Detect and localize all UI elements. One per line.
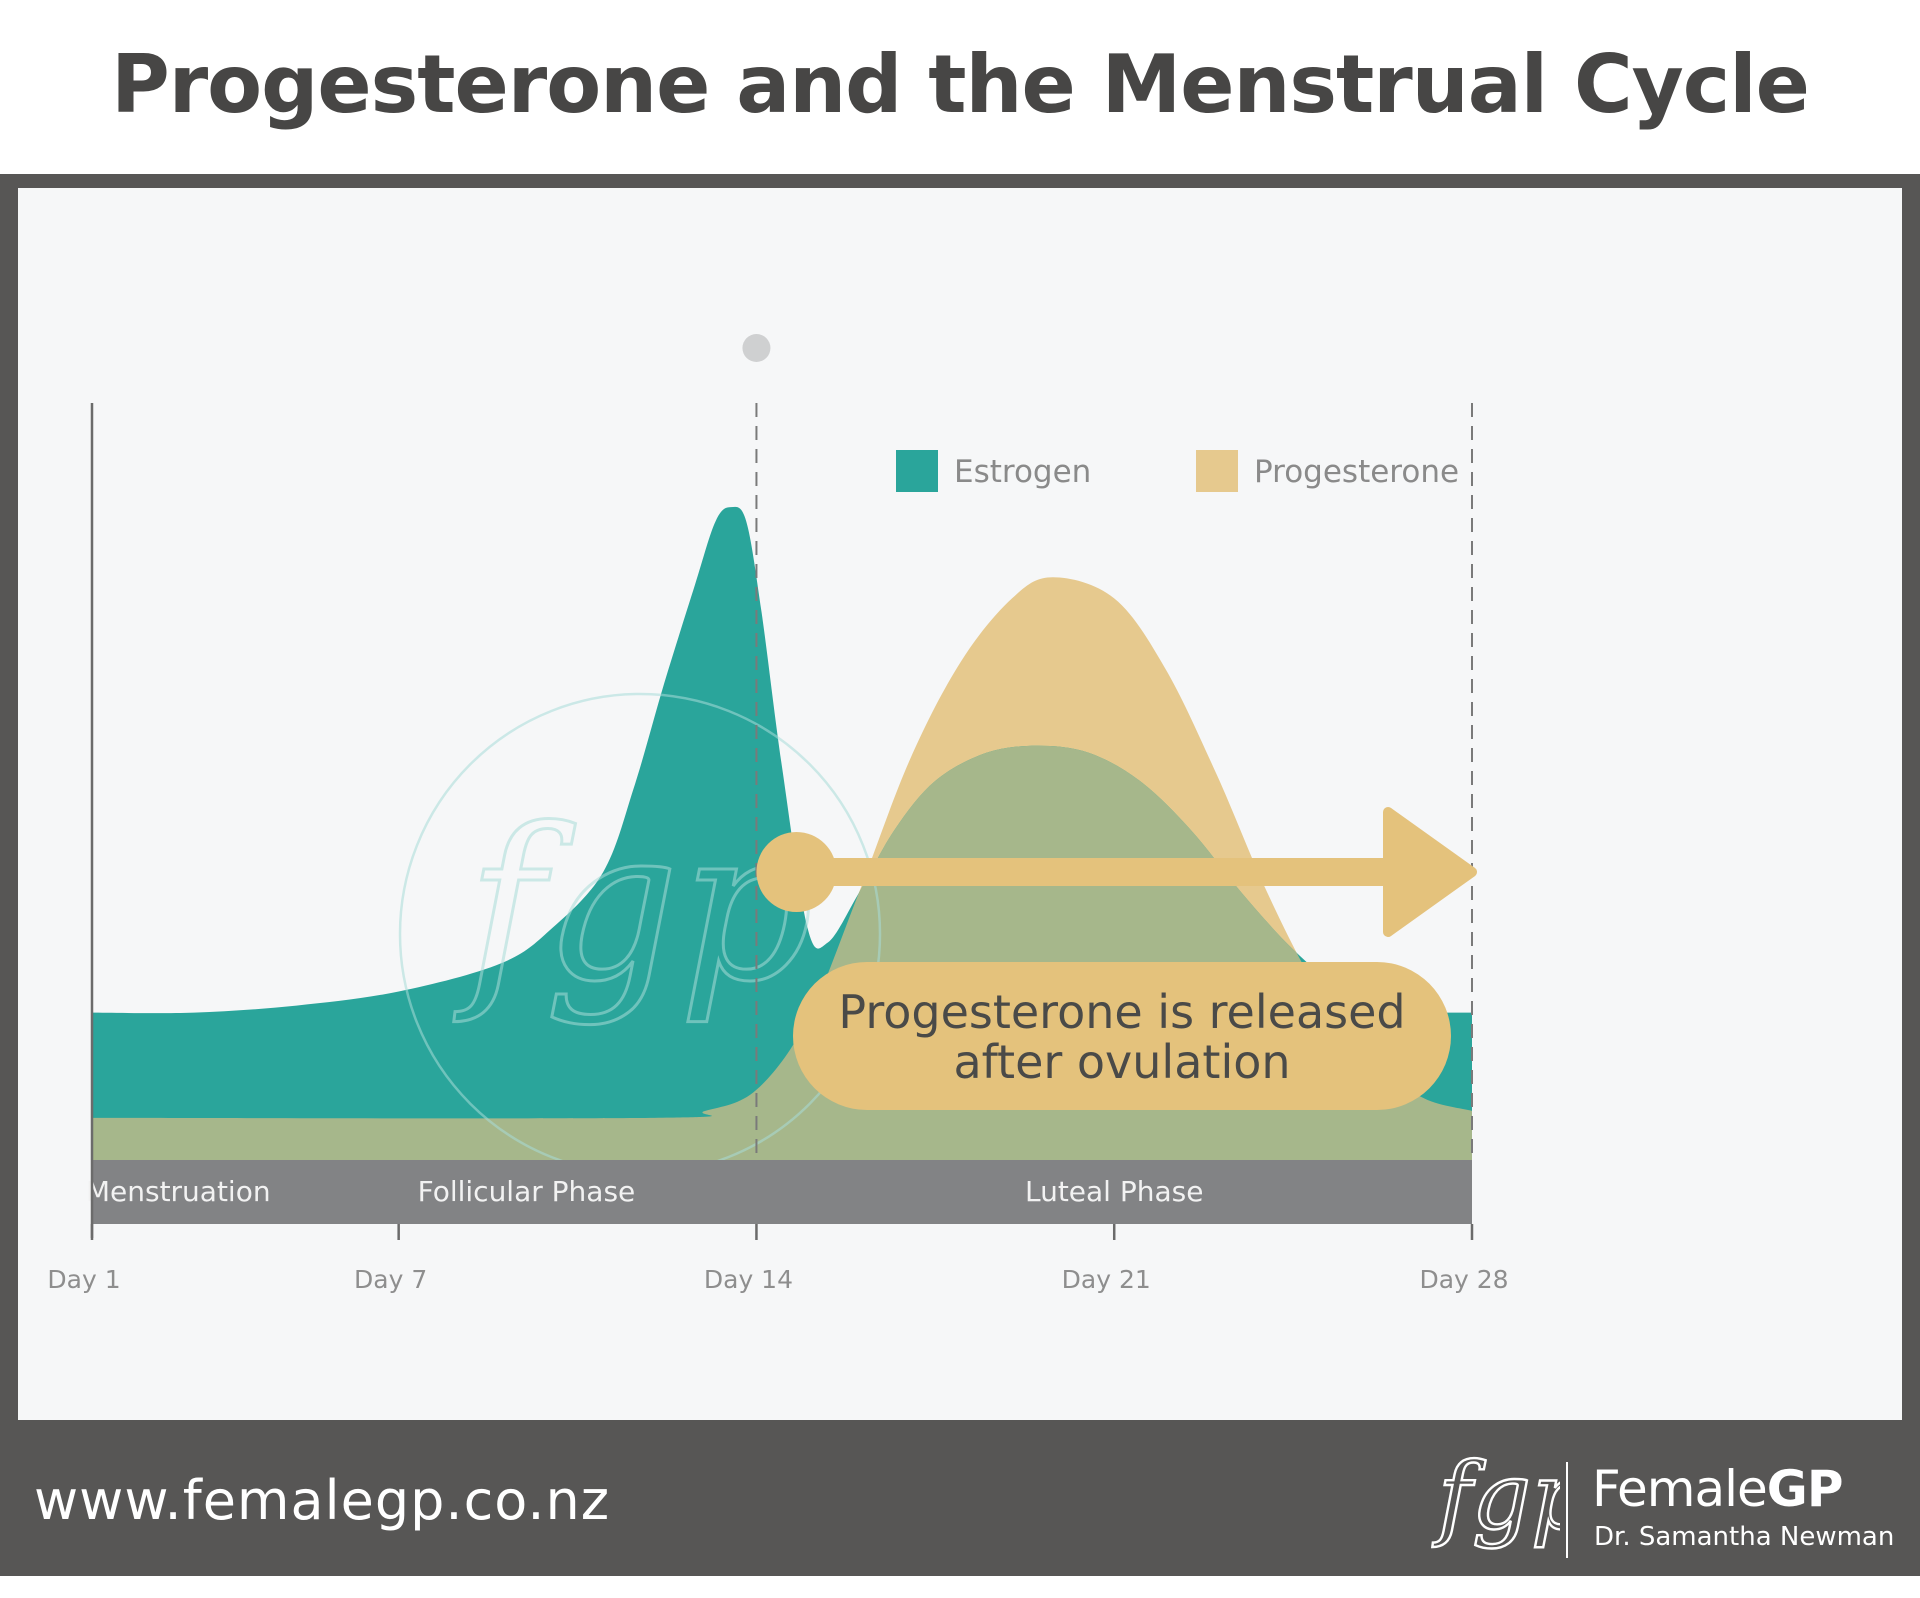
phase-label: Menstruation <box>86 1175 271 1208</box>
footer-url[interactable]: www.femalegp.co.nz <box>34 1469 611 1532</box>
annotation-text-line: after ovulation <box>953 1035 1290 1089</box>
menstrual-cycle-chart: fgp Menstruation Follicular Phase Luteal Ph… <box>47 334 1509 1294</box>
x-tick-label: Day 28 <box>1419 1265 1508 1294</box>
page-title: Progesterone and the Menstrual Cycle <box>111 38 1810 131</box>
x-tick-label: Day 14 <box>704 1265 793 1294</box>
watermark-text: fgp <box>454 783 814 1028</box>
brand-subtitle: Dr. Samantha Newman <box>1594 1522 1895 1552</box>
ovulation-marker-dot <box>742 334 771 362</box>
legend-swatch <box>896 450 938 492</box>
phase-band <box>92 1160 1472 1224</box>
x-tick-label: Day 7 <box>354 1265 427 1294</box>
phase-label: Luteal Phase <box>1025 1175 1204 1208</box>
phase-label: Follicular Phase <box>418 1175 636 1208</box>
legend-label: Estrogen <box>954 454 1091 490</box>
brand-divider <box>1566 1462 1568 1558</box>
legend-label: Progesterone <box>1254 454 1459 490</box>
brand-name-bold: GP <box>1766 1460 1844 1518</box>
brand-name-light: Female <box>1592 1460 1768 1518</box>
legend-swatch <box>1196 450 1238 492</box>
chart-panel: fgp Menstruation Follicular Phase Luteal Ph… <box>18 188 1902 1420</box>
chart-frame: fgp Menstruation Follicular Phase Luteal Ph… <box>0 174 1920 1576</box>
brand-logo-icon: fgp <box>1431 1442 1560 1551</box>
legend: Estrogen Progesterone <box>896 450 1459 492</box>
brand-logo-text: fgp <box>1432 1443 1560 1550</box>
footer-brand: fgp FemaleGP Dr. Samantha Newman <box>1430 1436 1900 1564</box>
x-tick-label: Day 1 <box>47 1265 120 1294</box>
watermark: fgp <box>398 692 882 1176</box>
annotation-arrow <box>756 807 1477 937</box>
brand-name: FemaleGP <box>1592 1460 1844 1518</box>
x-tick-label: Day 21 <box>1062 1265 1151 1294</box>
annotation-text-line: Progesterone is released <box>838 985 1405 1039</box>
